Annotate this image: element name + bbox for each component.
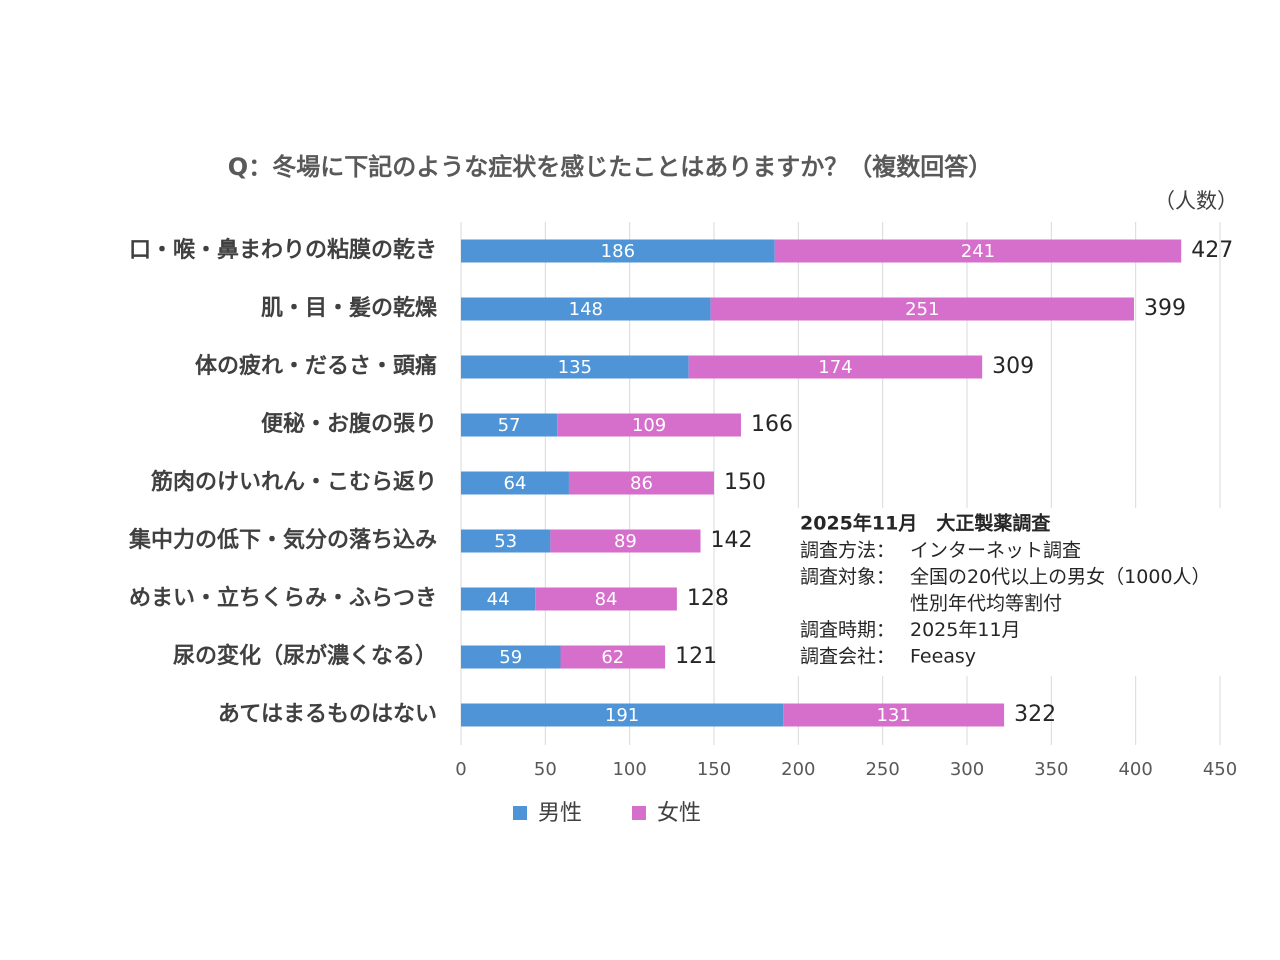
bar-segment	[560, 645, 666, 669]
annotation-label: 調査方法：	[800, 540, 895, 562]
value-label: 62	[601, 647, 624, 668]
x-tick-label: 450	[1203, 759, 1237, 780]
bar-segment	[461, 297, 711, 321]
value-label: 191	[605, 705, 639, 726]
value-label: 86	[630, 473, 653, 494]
legend-label: 男性	[538, 801, 582, 826]
total-label: 399	[1144, 296, 1186, 321]
bar-segment	[710, 297, 1134, 321]
bar-segment	[568, 471, 714, 495]
unit-label: （人数）	[1154, 189, 1238, 213]
x-tick-label: 400	[1118, 759, 1152, 780]
total-label: 128	[687, 586, 729, 611]
total-label: 142	[711, 528, 753, 553]
value-label: 135	[558, 357, 592, 378]
value-label: 251	[905, 299, 939, 320]
bar-segment	[461, 703, 784, 727]
value-label: 241	[961, 241, 995, 262]
total-label: 322	[1014, 702, 1056, 727]
y-tick-label: 体の疲れ・だるさ・頭痛	[195, 353, 437, 379]
bar-segment	[557, 413, 741, 437]
total-label: 121	[675, 644, 717, 669]
bar-segment	[461, 355, 689, 379]
annotation-label: 調査会社：	[800, 646, 895, 668]
x-tick-label: 0	[455, 759, 466, 780]
bar-segment	[461, 471, 569, 495]
bar-segment	[535, 587, 677, 611]
value-label: 64	[504, 473, 527, 494]
bar-segment	[461, 529, 551, 553]
value-label: 148	[569, 299, 603, 320]
chart-title: Q：冬場に下記のような症状を感じたことはありますか？（複数回答）	[228, 153, 992, 181]
value-label: 53	[494, 531, 517, 552]
bar-segment	[461, 587, 536, 611]
bars: 186 241 427 148 251 399 135 174 309 57 109 166 64 86 1…	[461, 238, 1233, 727]
bar-segment	[461, 413, 558, 437]
x-tick-label: 200	[781, 759, 815, 780]
annotation-label: 調査対象：	[800, 566, 895, 588]
value-label: 109	[632, 415, 666, 436]
x-tick-label: 100	[612, 759, 646, 780]
total-label: 166	[751, 412, 793, 437]
total-label: 427	[1191, 238, 1233, 263]
bar-segment	[783, 703, 1005, 727]
x-tick-label: 350	[1034, 759, 1068, 780]
bar-segment	[550, 529, 701, 553]
bar-segment	[774, 239, 1182, 263]
legend-label: 女性	[657, 801, 701, 826]
x-tick-label: 250	[865, 759, 899, 780]
y-tick-label: 肌・目・髪の乾燥	[261, 295, 438, 321]
value-label: 59	[499, 647, 522, 668]
y-tick-label: あてはまるものはない	[218, 702, 437, 727]
total-label: 150	[724, 470, 766, 495]
value-label: 186	[601, 241, 635, 262]
value-label: 44	[487, 589, 510, 610]
legend-swatch	[513, 806, 527, 820]
y-tick-label: 筋肉のけいれん・こむら返り	[150, 469, 437, 495]
annotation-box	[793, 508, 1243, 676]
annotation-text: Feeasy	[910, 646, 976, 668]
x-tick-label: 50	[534, 759, 557, 780]
annotation-label: 調査時期：	[800, 619, 895, 641]
value-label: 131	[876, 705, 910, 726]
value-label: 174	[818, 357, 852, 378]
x-tick-label: 150	[697, 759, 731, 780]
bar-segment	[688, 355, 983, 379]
value-label: 89	[614, 531, 637, 552]
y-tick-label: 口・喉・鼻まわりの粘膜の乾き	[129, 237, 437, 263]
y-tick-label: 集中力の低下・気分の落ち込み	[128, 527, 437, 553]
annotation-text: 性別年代均等割付	[910, 593, 1062, 615]
annotation-text: インターネット調査	[910, 540, 1081, 562]
y-tick-label: 尿の変化（尿が濃くなる）	[173, 643, 437, 669]
value-label: 84	[595, 589, 618, 610]
annotation-text: 2025年11月	[910, 619, 1021, 641]
x-tick-label: 300	[950, 759, 984, 780]
value-label: 57	[498, 415, 521, 436]
annotation-text: 全国の20代以上の男女（1000人）	[910, 566, 1211, 588]
y-tick-label: 便秘・お腹の張り	[261, 411, 437, 437]
total-label: 309	[992, 354, 1034, 379]
legend-swatch	[632, 806, 646, 820]
annotation-title: 2025年11月 大正製薬調査	[800, 512, 1051, 535]
y-tick-label: めまい・立ちくらみ・ふらつき	[129, 585, 437, 611]
bar-segment	[461, 239, 775, 263]
bar-segment	[461, 645, 561, 669]
